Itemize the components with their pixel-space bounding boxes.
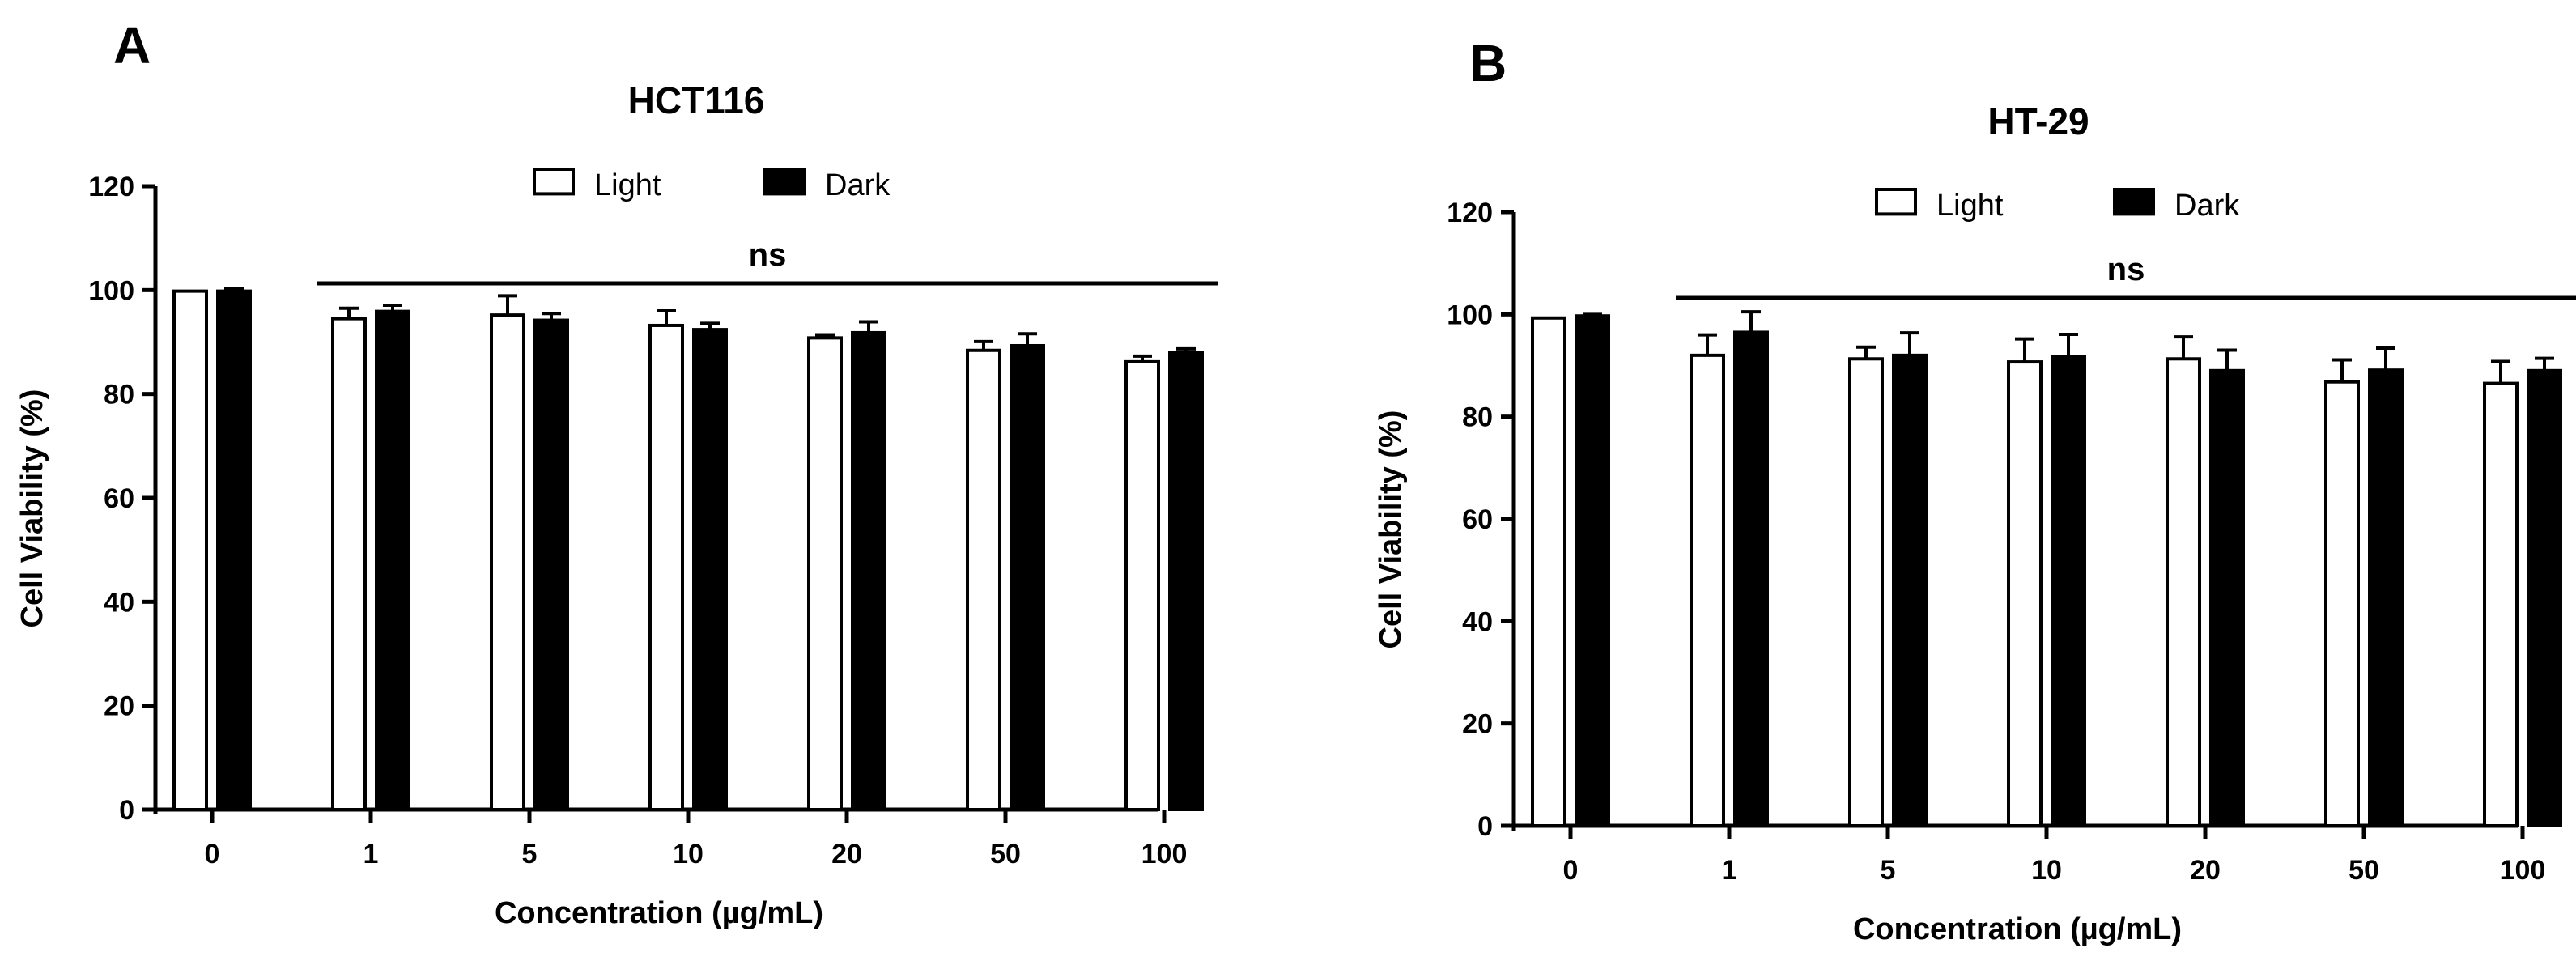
- panel-b-x-tick-label: 0: [1563, 855, 1579, 886]
- panel-a-title: HCT116: [628, 79, 765, 121]
- panel-b-title: HT-29: [1987, 100, 2089, 142]
- panel-a-y-tick-label: 120: [88, 172, 134, 202]
- panel-a-bar-light-20: [807, 336, 843, 812]
- panel-a-bar-light-0: [172, 289, 208, 812]
- panel-a-bar-dark-10: [692, 328, 728, 812]
- panel-b-bar-dark-20: [2209, 368, 2245, 828]
- panel-a-bar-dark-0: [216, 289, 252, 812]
- panel-b-legend-label-dark: Dark: [2174, 189, 2240, 223]
- panel-a: A HCT116 Cell Viability (%) Concentratio…: [15, 16, 1218, 930]
- panel-b-bar-light-20: [2166, 357, 2201, 827]
- panel-a-legend-label-light: Light: [594, 168, 661, 202]
- panel-b-bar-dark-5: [1892, 353, 1928, 828]
- panel-a-y-tick-label: 0: [119, 795, 134, 826]
- panel-b-bar-light-1: [1690, 353, 1725, 828]
- panel-a-y-tick-label: 40: [104, 587, 134, 618]
- panel-a-x-axis-label: Concentration (µg/mL): [495, 896, 823, 930]
- panel-b-legend-swatch-dark: [2113, 188, 2155, 216]
- panel-a-x-tick-label: 100: [1141, 839, 1188, 869]
- panel-b-y-tick-label: 40: [1462, 606, 1493, 637]
- panel-b-y-axis-label: Cell Viability (%): [1374, 410, 1408, 649]
- panel-b-y-tick-label: 120: [1447, 198, 1493, 228]
- panel-a-x-tick-label: 50: [990, 839, 1021, 869]
- panel-b-bar-dark-0: [1575, 314, 1610, 827]
- panel-a-bar-light-100: [1124, 359, 1160, 811]
- panel-b-y-tick-label: 80: [1462, 402, 1493, 433]
- panel-a-bar-light-10: [648, 323, 684, 811]
- panel-b: B HT-29 Cell Viability (%) Concentration…: [1374, 34, 2576, 946]
- panel-a-y-tick-label: 80: [104, 380, 134, 410]
- panel-a-y-tick-label: 60: [104, 483, 134, 514]
- panel-a-bar-light-50: [966, 348, 1001, 811]
- panel-b-x-axis-label: Concentration (µg/mL): [1853, 912, 2182, 946]
- panel-a-x-tick-label: 5: [522, 839, 538, 869]
- panel-b-x-tick-label: 5: [1881, 855, 1896, 886]
- panel-b-x-tick-label: 20: [2190, 855, 2221, 886]
- panel-a-significance-label: ns: [749, 237, 787, 273]
- panel-b-legend-label-light: Light: [1936, 189, 2004, 223]
- panel-b-bar-light-50: [2324, 380, 2360, 828]
- panel-b-x-tick-label: 50: [2349, 855, 2379, 886]
- panel-b-y-tick-label: 100: [1447, 300, 1493, 330]
- panel-b-x-tick-label: 1: [1722, 855, 1737, 886]
- panel-b-bar-dark-50: [2368, 368, 2404, 827]
- panel-a-x-tick-label: 10: [673, 839, 704, 869]
- panel-b-x-tick-label: 10: [2031, 855, 2062, 886]
- panel-b-bar-light-5: [1848, 357, 1884, 827]
- panel-b-bar-light-10: [2007, 360, 2043, 828]
- panel-b-y-tick-label: 60: [1462, 504, 1493, 535]
- panel-a-x-tick-label: 20: [831, 839, 862, 869]
- panel-b-plot-area: 0 20 40 60 80 100 120 0 1 5 10 20 50 100 ns Light Dark: [1447, 188, 2576, 886]
- panel-a-letter: A: [113, 16, 151, 74]
- panel-a-bar-dark-100: [1168, 351, 1204, 812]
- panel-b-y-tick-label: 20: [1462, 709, 1493, 740]
- panel-a-legend-label-dark: Dark: [825, 168, 891, 202]
- panel-a-y-tick-label: 100: [88, 275, 134, 306]
- panel-b-legend-swatch-light: [1875, 188, 1917, 216]
- panel-b-bar-dark-100: [2527, 368, 2562, 828]
- panel-b-bar-light-0: [1531, 316, 1566, 827]
- panel-b-significance-label: ns: [2107, 252, 2145, 287]
- panel-a-x-tick-label: 1: [363, 839, 379, 869]
- panel-a-legend-swatch-light: [533, 168, 575, 196]
- panel-b-bar-dark-1: [1733, 330, 1769, 828]
- panel-b-x-tick-label: 100: [2500, 855, 2546, 886]
- panel-b-y-tick-label: 0: [1477, 811, 1493, 842]
- panel-a-bar-dark-1: [375, 309, 410, 811]
- panel-a-bar-dark-50: [1010, 343, 1045, 812]
- panel-a-bar-dark-20: [851, 330, 886, 811]
- panel-a-y-axis-label: Cell Viability (%): [15, 389, 49, 628]
- panel-a-y-tick-label: 20: [104, 691, 134, 722]
- panel-a-plot-area: 0 20 40 60 80 100 120 0 1 5 10 20 50 100 ns Light Dark: [88, 168, 1218, 869]
- panel-b-letter: B: [1469, 34, 1507, 92]
- panel-b-bar-dark-10: [2051, 355, 2086, 827]
- panel-b-bar-light-100: [2483, 381, 2519, 827]
- panel-a-bar-light-5: [490, 313, 525, 811]
- panel-a-bar-dark-5: [533, 318, 569, 811]
- panel-a-legend-swatch-dark: [763, 168, 806, 196]
- panel-a-bar-light-1: [331, 317, 367, 811]
- panel-a-x-tick-label: 0: [205, 839, 220, 869]
